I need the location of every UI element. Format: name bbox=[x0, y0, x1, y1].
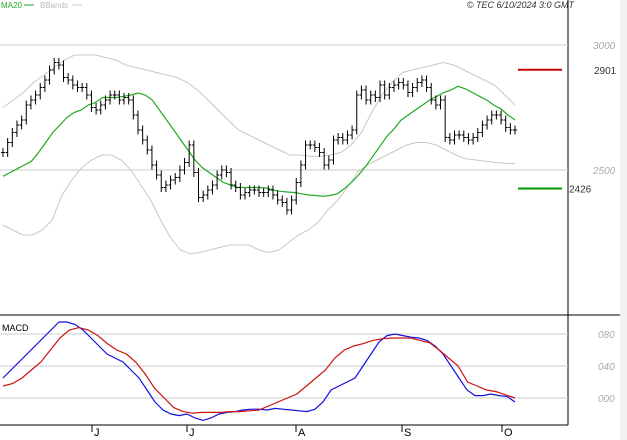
lower_band-line bbox=[2, 142, 516, 255]
ma20-line bbox=[2, 85, 516, 197]
bollinger-bands bbox=[2, 54, 516, 255]
macd-lines bbox=[2, 321, 516, 422]
legend-bbands: BBands bbox=[40, 1, 68, 10]
support-resistance-levels: 2901 2426 bbox=[518, 66, 617, 196]
month-label: J bbox=[189, 427, 195, 439]
copyright: © TEC 6/10/2024 3:0 GMT bbox=[467, 0, 576, 10]
ma20-polyline bbox=[2, 85, 516, 197]
main-y-axis-labels: 3000 2500 bbox=[592, 41, 616, 177]
macd-y-tick-label: 000 bbox=[598, 394, 615, 405]
signal-line bbox=[2, 326, 516, 414]
main-y-tick-label: 3000 bbox=[593, 41, 616, 52]
upper_band-line bbox=[2, 54, 516, 157]
month-label: A bbox=[298, 427, 306, 439]
macd-y-axis-labels: 080 040 000 bbox=[598, 330, 615, 405]
main-y-tick-label: 2500 bbox=[592, 166, 616, 177]
month-label: S bbox=[404, 427, 411, 439]
month-label: J bbox=[94, 427, 100, 439]
scroll-strip bbox=[620, 0, 627, 440]
macd-y-tick-label: 080 bbox=[598, 330, 615, 341]
macd-line bbox=[2, 321, 516, 422]
main-grid bbox=[0, 44, 568, 171]
support-label: 2426 bbox=[569, 185, 592, 196]
price-bars bbox=[1, 58, 517, 215]
month-label: O bbox=[504, 427, 513, 439]
macd-y-tick-label: 040 bbox=[598, 362, 615, 373]
macd-title: MACD bbox=[2, 323, 29, 333]
resistance-label: 2901 bbox=[594, 66, 617, 77]
legend-ma: MA20 bbox=[1, 1, 22, 10]
